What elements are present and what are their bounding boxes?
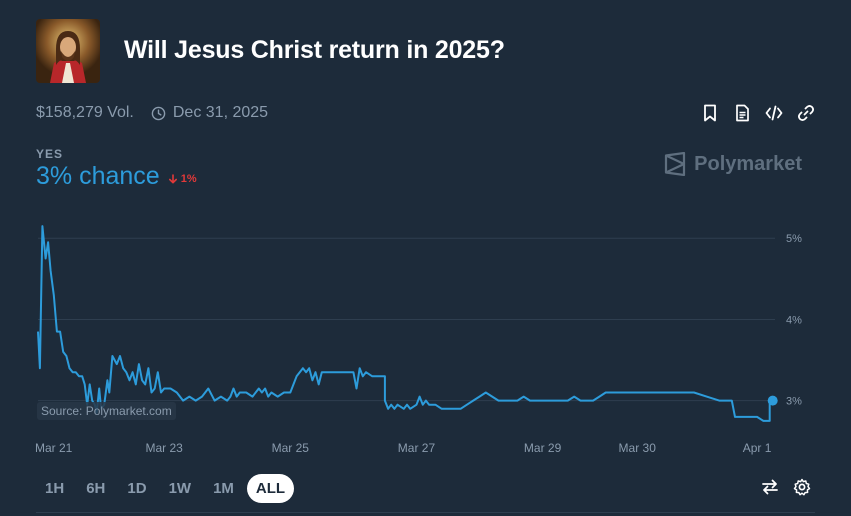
time-range-selector: 1H 6H 1D 1W 1M ALL	[36, 474, 298, 503]
chart-controls	[761, 478, 811, 501]
x-axis-ticks: Mar 21 Mar 23 Mar 25 Mar 27 Mar 29 Mar 30 Apr …	[35, 441, 772, 455]
link-icon[interactable]	[797, 103, 815, 123]
chance-value: 3% chance	[36, 162, 160, 190]
brand-watermark: Polymarket	[664, 152, 802, 176]
swap-arrows-icon[interactable]	[761, 478, 779, 501]
y-axis-ticks: 5% 4% 3%	[786, 233, 802, 407]
x-tick-label: Mar 29	[524, 441, 562, 455]
y-tick-label: 4%	[786, 314, 802, 326]
bottom-divider	[36, 512, 815, 513]
clock-icon	[151, 106, 166, 120]
chance-change: 1%	[168, 173, 197, 185]
price-chart[interactable]: 5%4%3% Mar 21 Mar 23 Mar 25 Mar 27 Mar 29 Mar…	[0, 200, 851, 462]
y-tick-label: 3%	[786, 396, 802, 408]
end-date-text: Dec 31, 2025	[172, 104, 269, 121]
market-actions	[701, 103, 815, 123]
document-icon[interactable]	[733, 103, 751, 123]
series-end-point	[767, 395, 778, 406]
x-tick-label: Mar 27	[398, 441, 436, 455]
embed-code-icon[interactable]	[765, 103, 783, 123]
range-1m[interactable]: 1M	[213, 480, 234, 497]
outcome-label: YES	[36, 147, 64, 161]
arrow-down-icon	[168, 174, 177, 184]
y-tick-label: 5%	[786, 233, 802, 245]
range-1d[interactable]: 1D	[127, 480, 147, 497]
volume-text: $158,279 Vol.	[36, 104, 134, 121]
brand-name: Polymarket	[694, 152, 802, 175]
chance-display: 3% chance 1%	[36, 162, 197, 191]
chance-change-text: 1%	[180, 173, 197, 185]
polymarket-logo-icon	[665, 152, 686, 176]
x-tick-label: Apr 1	[743, 441, 772, 455]
market-meta: $158,279 Vol. Dec 31, 2025	[36, 104, 268, 122]
settings-gear-icon[interactable]	[793, 478, 811, 501]
range-6h[interactable]: 6H	[86, 480, 106, 497]
x-tick-label: Mar 25	[272, 441, 310, 455]
range-all[interactable]: ALL	[246, 474, 295, 503]
series-line	[37, 225, 771, 422]
market-title: Will Jesus Christ return in 2025?	[124, 36, 505, 64]
range-1h[interactable]: 1H	[45, 480, 65, 497]
x-tick-label: Mar 23	[145, 441, 183, 455]
chart-grid	[38, 237, 775, 402]
source-label: Source: Polymarket.com	[37, 402, 176, 420]
bookmark-icon[interactable]	[701, 103, 719, 123]
x-tick-label: Mar 30	[619, 441, 657, 455]
end-date: Dec 31, 2025	[151, 104, 268, 122]
range-1w[interactable]: 1W	[168, 480, 192, 497]
x-tick-label: Mar 21	[35, 441, 73, 455]
market-thumbnail	[36, 19, 100, 83]
